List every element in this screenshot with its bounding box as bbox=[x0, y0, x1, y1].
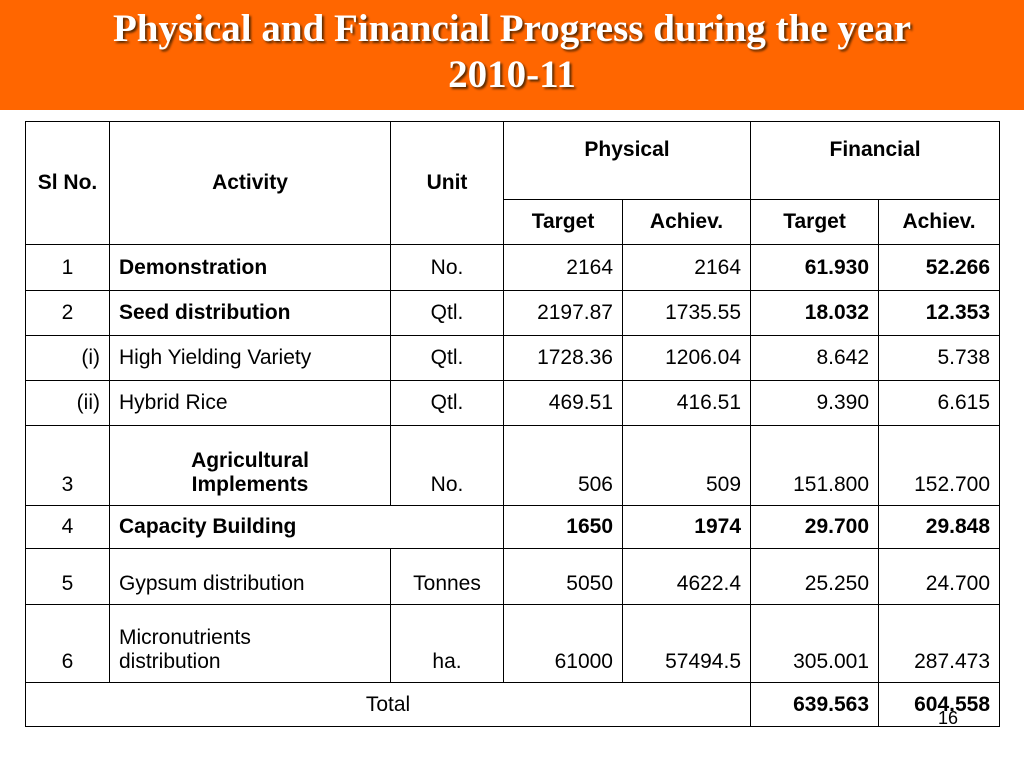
row-phys-target: 1650 bbox=[503, 505, 623, 549]
row-sl: 5 bbox=[25, 548, 110, 605]
row-fin-achiev: 12.353 bbox=[878, 290, 1001, 336]
row-unit: ha. bbox=[390, 604, 504, 683]
row-activity: Seed distribution bbox=[109, 290, 391, 336]
row-fin-target: 8.642 bbox=[750, 335, 880, 381]
row-activity-line2: Implements bbox=[191, 473, 309, 496]
row-phys-target: 469.51 bbox=[503, 380, 623, 426]
row-fin-target: 25.250 bbox=[750, 548, 880, 605]
total-row: Total 639.563 604.558 bbox=[24, 682, 1001, 727]
row-phys-target: 2197.87 bbox=[503, 290, 623, 336]
row-phys-target: 506 bbox=[503, 425, 623, 506]
header-phys-achiev: Achiev. bbox=[621, 199, 752, 245]
row-fin-achiev: 29.848 bbox=[878, 505, 1001, 549]
table-row: 4 Capacity Building 1650 1974 29.700 29.… bbox=[25, 505, 1001, 549]
row-activity-line2: distribution bbox=[119, 650, 221, 673]
row-phys-achiev: 4622.4 bbox=[621, 548, 752, 605]
header-activity: Activity bbox=[109, 121, 391, 245]
slide-title-line1: Physical and Financial Progress during t… bbox=[112, 7, 912, 50]
row-sl: 3 bbox=[25, 425, 110, 506]
row-activity: Agricultural Implements bbox=[109, 425, 391, 506]
header-phys-target: Target bbox=[503, 199, 623, 245]
progress-table: Sl No. Activity Unit Physical Financial … bbox=[24, 121, 1001, 727]
row-sl: 2 bbox=[25, 290, 110, 336]
row-activity: Demonstration bbox=[109, 244, 391, 291]
table-subheader-row: Target Achiev. Target Achiev. bbox=[26, 199, 1001, 245]
row-fin-achiev: 52.266 bbox=[878, 244, 1001, 291]
total-fin-achiev: 604.558 bbox=[878, 682, 1001, 727]
row-fin-target: 305.001 bbox=[750, 604, 880, 683]
row-unit: Qtl. bbox=[390, 290, 504, 336]
row-phys-achiev: 2164 bbox=[621, 244, 752, 291]
row-phys-achiev: 1206.04 bbox=[621, 335, 752, 381]
row-fin-target: 151.800 bbox=[750, 425, 880, 506]
row-activity: Gypsum distribution bbox=[109, 548, 391, 605]
row-activity-line1: Agricultural bbox=[191, 449, 309, 472]
header-sl-no: Sl No. bbox=[25, 121, 110, 245]
row-phys-achiev: 57494.5 bbox=[621, 604, 752, 683]
row-phys-achiev: 416.51 bbox=[621, 380, 752, 426]
row-phys-target: 2164 bbox=[503, 244, 623, 291]
row-phys-target: 1728.36 bbox=[503, 335, 623, 381]
slide-title: Physical and Financial Progress during t… bbox=[0, 6, 1024, 98]
row-fin-achiev: 24.700 bbox=[878, 548, 1001, 605]
row-activity: High Yielding Variety bbox=[109, 335, 391, 381]
row-sl: 1 bbox=[25, 244, 110, 291]
row-unit: No. bbox=[390, 244, 504, 291]
row-sl: 6 bbox=[25, 604, 110, 683]
row-fin-achiev: 5.738 bbox=[878, 335, 1001, 381]
row-fin-target: 29.700 bbox=[750, 505, 880, 549]
header-unit: Unit bbox=[390, 121, 504, 245]
row-phys-target: 61000 bbox=[503, 604, 623, 683]
total-label: Total bbox=[24, 682, 752, 727]
slide-title-line2: 2010-11 bbox=[448, 53, 576, 96]
row-activity: Capacity Building bbox=[109, 505, 504, 549]
header-physical: Physical bbox=[502, 121, 752, 200]
row-unit: Qtl. bbox=[390, 335, 504, 381]
page-number: 16 bbox=[938, 708, 959, 728]
row-unit: Qtl. bbox=[390, 380, 504, 426]
table-header-row: Sl No. Activity Unit Physical Financial bbox=[25, 121, 1001, 245]
total-fin-target: 639.563 bbox=[750, 682, 880, 727]
row-unit: No. bbox=[390, 425, 504, 506]
table-row: (ii) Hybrid Rice Qtl. 469.51 416.51 9.39… bbox=[25, 380, 1001, 426]
row-phys-achiev: 1735.55 bbox=[621, 290, 752, 336]
row-fin-target: 9.390 bbox=[750, 380, 880, 426]
row-phys-achiev: 509 bbox=[621, 425, 752, 506]
header-financial: Financial bbox=[750, 121, 1001, 200]
row-unit: Tonnes bbox=[390, 548, 504, 605]
table-row: 6 Micronutrients distribution ha. 61000 … bbox=[25, 604, 1001, 683]
table-row: 2 Seed distribution Qtl. 2197.87 1735.55… bbox=[25, 290, 1001, 336]
row-sl: (i) bbox=[25, 335, 110, 381]
row-sl: 4 bbox=[25, 505, 110, 549]
row-activity: Hybrid Rice bbox=[109, 380, 391, 426]
row-sl: (ii) bbox=[25, 380, 110, 426]
table-row: 1 Demonstration No. 2164 2164 61.930 52.… bbox=[25, 244, 1001, 291]
title-bar: Physical and Financial Progress during t… bbox=[0, 0, 1024, 110]
row-fin-target: 61.930 bbox=[750, 244, 880, 291]
table-row: 5 Gypsum distribution Tonnes 5050 4622.4… bbox=[25, 548, 1001, 605]
table-row: (i) High Yielding Variety Qtl. 1728.36 1… bbox=[25, 335, 1001, 381]
row-fin-achiev: 6.615 bbox=[878, 380, 1001, 426]
row-phys-target: 5050 bbox=[503, 548, 623, 605]
row-activity: Micronutrients distribution bbox=[109, 604, 391, 683]
header-fin-achiev: Achiev. bbox=[878, 199, 1001, 245]
row-fin-achiev: 287.473 bbox=[878, 604, 1001, 683]
row-activity-line1: Micronutrients bbox=[119, 626, 251, 649]
row-phys-achiev: 1974 bbox=[621, 505, 752, 549]
row-fin-achiev: 152.700 bbox=[878, 425, 1001, 506]
table-row: 3 Agricultural Implements No. 506 509 15… bbox=[25, 425, 1001, 506]
row-fin-target: 18.032 bbox=[750, 290, 880, 336]
header-fin-target: Target bbox=[750, 199, 880, 245]
